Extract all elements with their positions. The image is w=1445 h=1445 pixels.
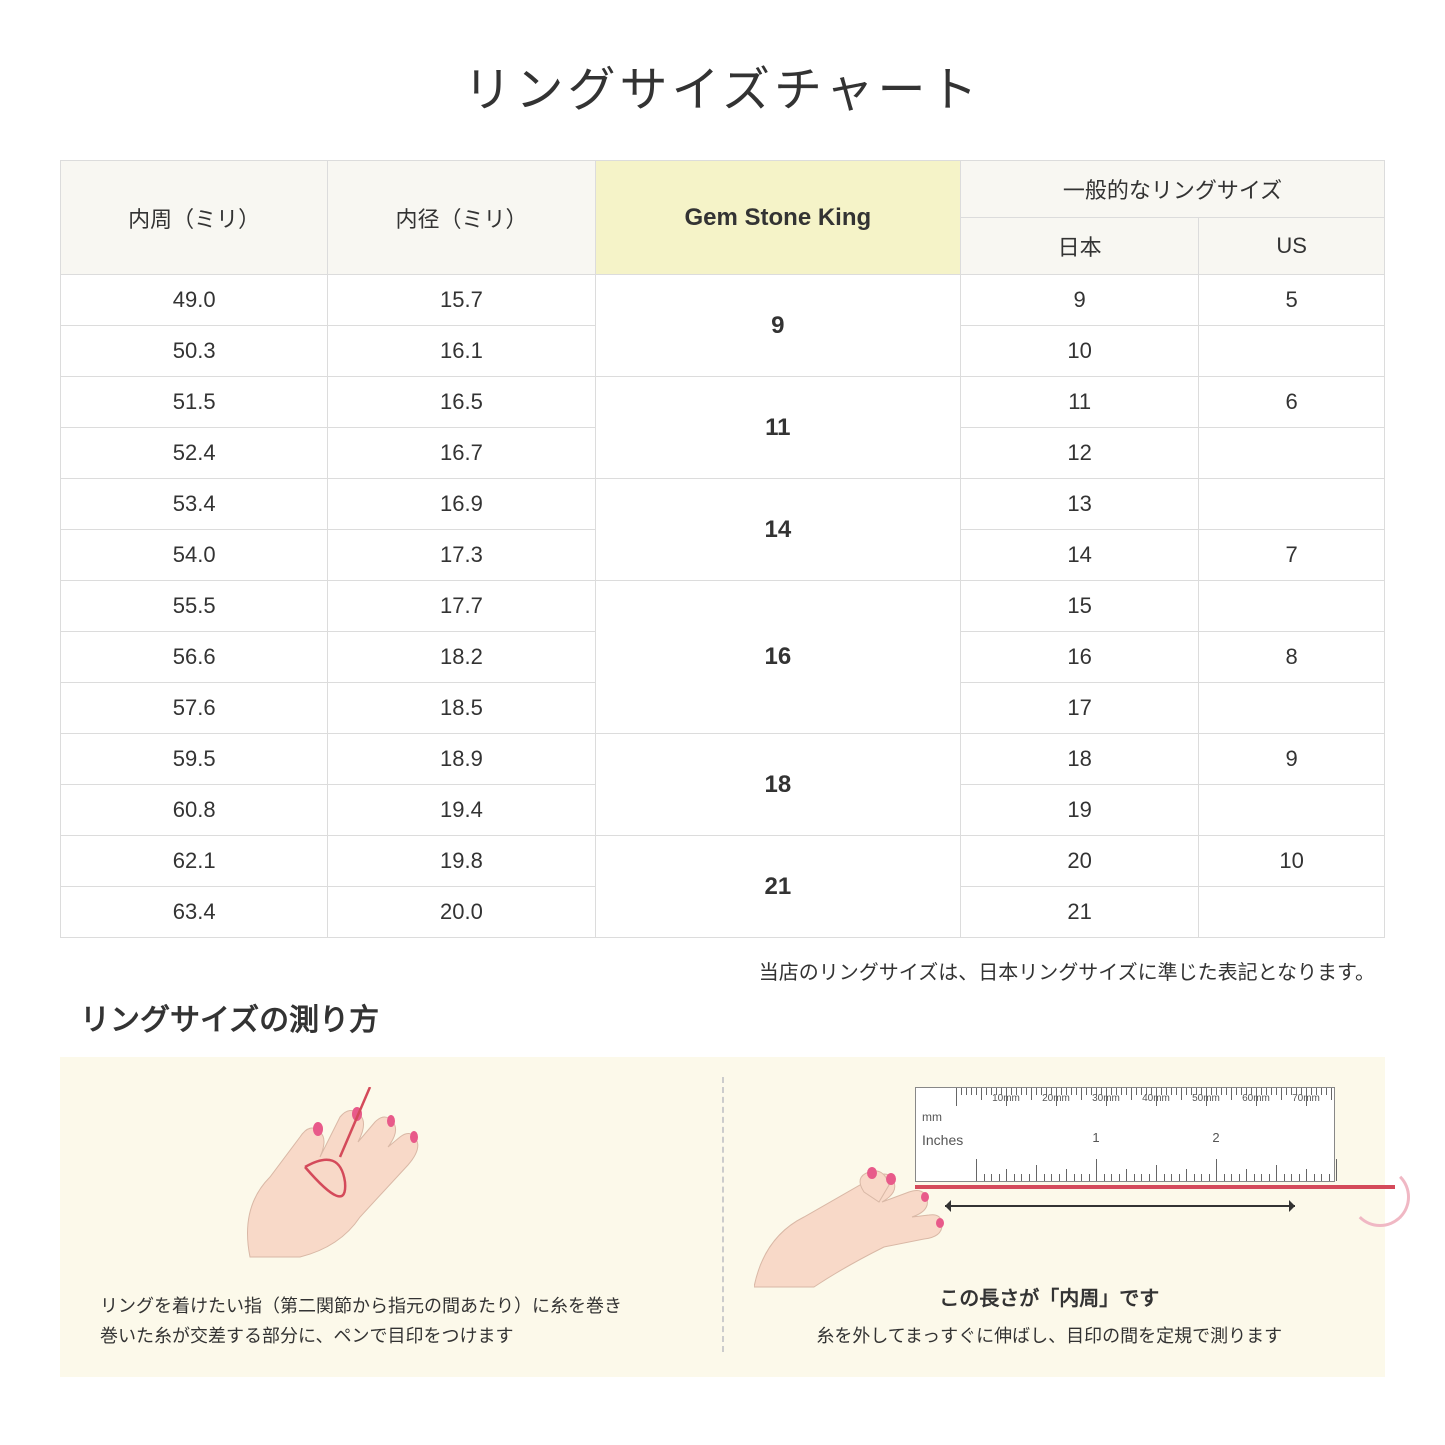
- cell-japan: 12: [961, 428, 1199, 479]
- cell-diameter: 16.5: [328, 377, 595, 428]
- cell-diameter: 16.7: [328, 428, 595, 479]
- cell-us: 8: [1199, 632, 1385, 683]
- cell-circumference: 56.6: [61, 632, 328, 683]
- panel-step-1: リングを着けたい指（第二関節から指元の間あたり）に糸を巻き巻いた糸が交差する部分…: [90, 1077, 702, 1352]
- cell-circumference: 52.4: [61, 428, 328, 479]
- cell-us: [1199, 785, 1385, 836]
- panel-1-text: リングを着けたい指（第二関節から指元の間あたり）に糸を巻き巻いた糸が交差する部分…: [90, 1291, 702, 1352]
- table-row: 51.516.511116: [61, 377, 1385, 428]
- cell-japan: 11: [961, 377, 1199, 428]
- hand-hold-icon: [754, 1147, 974, 1297]
- ring-size-table: 内周（ミリ） 内径（ミリ） Gem Stone King 一般的なリングサイズ …: [60, 160, 1385, 938]
- cell-us: [1199, 581, 1385, 632]
- cell-us: 9: [1199, 734, 1385, 785]
- cell-diameter: 17.7: [328, 581, 595, 632]
- cell-diameter: 18.9: [328, 734, 595, 785]
- col-japan: 日本: [961, 218, 1199, 275]
- table-row: 62.119.8212010: [61, 836, 1385, 887]
- cell-diameter: 18.2: [328, 632, 595, 683]
- cell-diameter: 16.1: [328, 326, 595, 377]
- measure-title: リングサイズの測り方: [60, 995, 1385, 1039]
- cell-diameter: 15.7: [328, 275, 595, 326]
- cell-gsk: 21: [595, 836, 960, 938]
- cell-us: [1199, 326, 1385, 377]
- col-us: US: [1199, 218, 1385, 275]
- col-diameter: 内径（ミリ）: [328, 161, 595, 275]
- table-row: 49.015.7995: [61, 275, 1385, 326]
- cell-circumference: 59.5: [61, 734, 328, 785]
- cell-us: 7: [1199, 530, 1385, 581]
- cell-diameter: 20.0: [328, 887, 595, 938]
- cell-japan: 20: [961, 836, 1199, 887]
- panel-2-text: 糸を外してまっすぐに伸ばし、目印の間を定規で測ります: [744, 1321, 1356, 1352]
- cell-circumference: 60.8: [61, 785, 328, 836]
- cell-circumference: 51.5: [61, 377, 328, 428]
- cell-circumference: 54.0: [61, 530, 328, 581]
- cell-japan: 10: [961, 326, 1199, 377]
- cell-circumference: 57.6: [61, 683, 328, 734]
- cell-gsk: 16: [595, 581, 960, 734]
- cell-japan: 18: [961, 734, 1199, 785]
- table-row: 53.416.91413: [61, 479, 1385, 530]
- cell-us: [1199, 683, 1385, 734]
- instructions-panel: リングを着けたい指（第二関節から指元の間あたり）に糸を巻き巻いた糸が交差する部分…: [60, 1057, 1385, 1377]
- cell-diameter: 19.8: [328, 836, 595, 887]
- cell-us: [1199, 887, 1385, 938]
- cell-circumference: 49.0: [61, 275, 328, 326]
- cell-us: 10: [1199, 836, 1385, 887]
- thread-curl-icon: [1350, 1167, 1410, 1227]
- table-note: 当店のリングサイズは、日本リングサイズに準じた表記となります。: [60, 956, 1385, 985]
- table-row: 59.518.918189: [61, 734, 1385, 785]
- cell-us: 6: [1199, 377, 1385, 428]
- cell-diameter: 18.5: [328, 683, 595, 734]
- cell-japan: 9: [961, 275, 1199, 326]
- table-row: 55.517.71615: [61, 581, 1385, 632]
- cell-circumference: 50.3: [61, 326, 328, 377]
- cell-japan: 19: [961, 785, 1199, 836]
- col-circumference: 内周（ミリ）: [61, 161, 328, 275]
- cell-japan: 13: [961, 479, 1199, 530]
- panel-divider: [722, 1077, 724, 1352]
- cell-japan: 17: [961, 683, 1199, 734]
- cell-gsk: 14: [595, 479, 960, 581]
- hand-wrap-icon: [210, 1087, 470, 1267]
- cell-diameter: 17.3: [328, 530, 595, 581]
- cell-gsk: 9: [595, 275, 960, 377]
- cell-gsk: 11: [595, 377, 960, 479]
- ruler-icon: mm Inches 10mm20mm30mm40mm50mm60mm70mm 1…: [915, 1087, 1335, 1182]
- cell-circumference: 53.4: [61, 479, 328, 530]
- thread-icon: [915, 1185, 1395, 1189]
- cell-circumference: 55.5: [61, 581, 328, 632]
- cell-japan: 21: [961, 887, 1199, 938]
- cell-japan: 16: [961, 632, 1199, 683]
- col-gsk: Gem Stone King: [595, 161, 960, 275]
- cell-circumference: 63.4: [61, 887, 328, 938]
- cell-japan: 14: [961, 530, 1199, 581]
- col-common: 一般的なリングサイズ: [961, 161, 1385, 218]
- cell-us: 5: [1199, 275, 1385, 326]
- cell-japan: 15: [961, 581, 1199, 632]
- cell-gsk: 18: [595, 734, 960, 836]
- page-title: リングサイズチャート: [60, 50, 1385, 120]
- cell-us: [1199, 479, 1385, 530]
- cell-diameter: 19.4: [328, 785, 595, 836]
- cell-diameter: 16.9: [328, 479, 595, 530]
- cell-circumference: 62.1: [61, 836, 328, 887]
- panel-step-2: mm Inches 10mm20mm30mm40mm50mm60mm70mm 1…: [744, 1077, 1356, 1352]
- cell-us: [1199, 428, 1385, 479]
- measure-arrow-icon: [945, 1205, 1295, 1207]
